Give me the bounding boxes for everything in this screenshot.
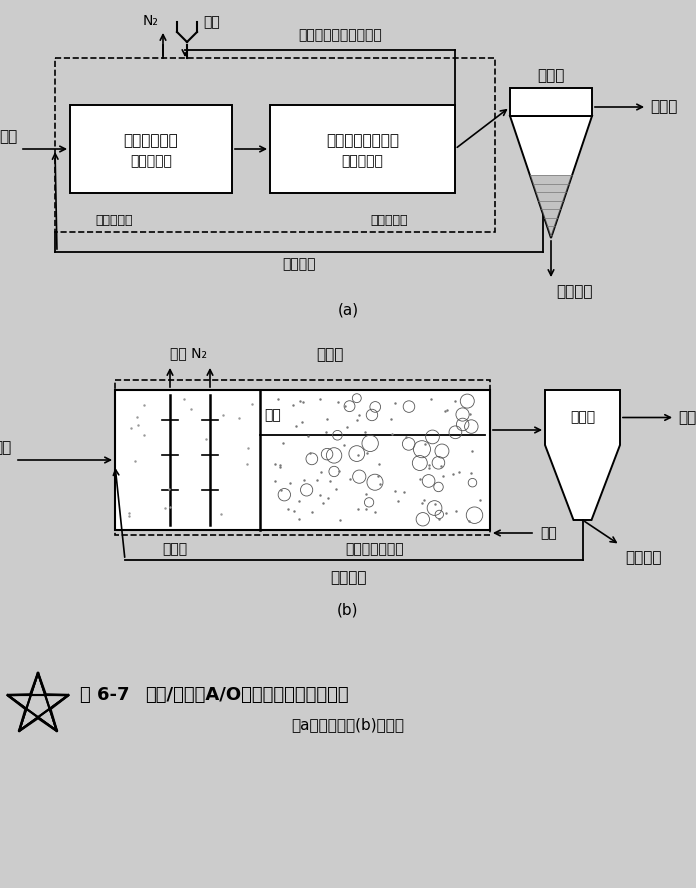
Text: （a）分建式；(b)合建式: （a）分建式；(b)合建式	[292, 718, 404, 733]
Polygon shape	[545, 390, 620, 520]
Text: 污水: 污水	[0, 129, 18, 144]
Text: 氧化、氨化、硝化: 氧化、氨化、硝化	[326, 133, 399, 148]
Text: 回流污泥: 回流污泥	[331, 570, 367, 585]
Bar	[115, 380, 490, 535]
Text: 处理水: 处理水	[678, 410, 696, 425]
Text: 搅拌 N₂: 搅拌 N₂	[170, 346, 207, 360]
Bar	[510, 88, 592, 116]
Bar	[115, 390, 490, 530]
Text: 除有机物、硝化: 除有机物、硝化	[346, 542, 404, 556]
Text: 沉淀池: 沉淀池	[537, 68, 564, 83]
Text: N₂: N₂	[143, 14, 159, 28]
Text: 内循环（硝化液回流）: 内循环（硝化液回流）	[298, 28, 382, 42]
Bar	[270, 105, 455, 193]
Polygon shape	[510, 116, 592, 238]
Text: 图 6-7: 图 6-7	[80, 686, 129, 704]
Bar	[55, 58, 495, 232]
Text: 沉淀池: 沉淀池	[570, 410, 595, 424]
Text: （好氧池）: （好氧池）	[370, 214, 407, 227]
Bar	[70, 105, 232, 193]
Text: 反硝化反应器: 反硝化反应器	[124, 133, 178, 148]
Text: 剩余污泥: 剩余污泥	[625, 550, 661, 565]
Polygon shape	[530, 175, 572, 238]
Text: （缺氧池）: （缺氧池）	[130, 154, 172, 168]
Text: 反硝化: 反硝化	[162, 542, 187, 556]
Text: 剩余污泥: 剩余污泥	[556, 284, 592, 299]
Text: 处理水: 处理水	[650, 99, 677, 115]
Text: 内循环: 内循环	[316, 347, 344, 362]
Text: 挡板: 挡板	[264, 408, 280, 422]
Text: (a): (a)	[338, 303, 358, 318]
Text: 回流污泥: 回流污泥	[283, 257, 316, 271]
Text: （缺氧池）: （缺氧池）	[95, 214, 132, 227]
Text: 污水: 污水	[0, 440, 12, 455]
Text: (b): (b)	[338, 602, 358, 617]
Text: （好氧池）: （好氧池）	[342, 154, 383, 168]
Text: 空气: 空气	[540, 526, 557, 540]
Text: 缺氧/好氧（A/O）脱氮工艺流程示意图: 缺氧/好氧（A/O）脱氮工艺流程示意图	[145, 686, 349, 704]
Text: 搅拌: 搅拌	[203, 15, 220, 29]
